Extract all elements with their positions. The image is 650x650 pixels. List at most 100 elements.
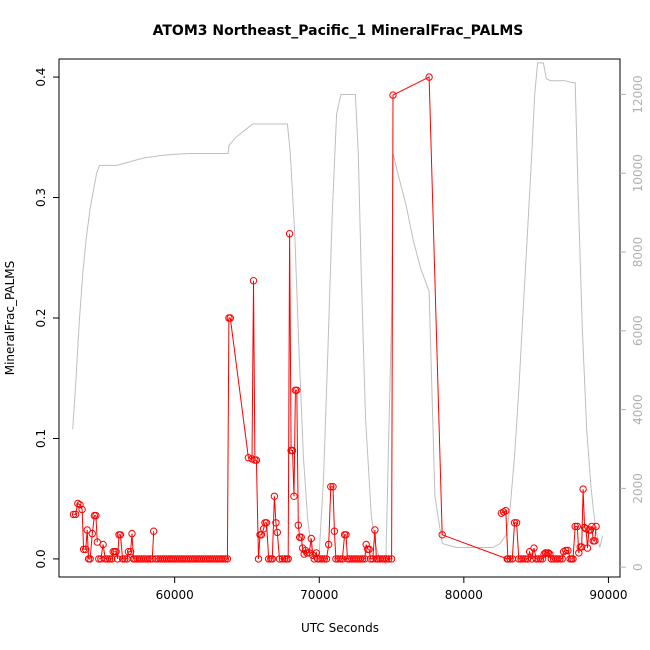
data-point	[586, 526, 595, 534]
y2-tick-label: 8000	[631, 237, 645, 268]
data-point	[126, 548, 135, 556]
data-point	[244, 454, 253, 462]
data-point	[123, 555, 131, 563]
data-point	[575, 549, 583, 557]
data-point	[591, 537, 599, 545]
data-point	[578, 543, 586, 551]
data-point	[538, 555, 547, 563]
data-point	[312, 549, 321, 557]
data-point	[112, 548, 120, 556]
data-point	[78, 505, 86, 514]
data-point	[361, 555, 369, 563]
y2-tick-label: 12000	[631, 75, 645, 113]
data-point	[69, 510, 78, 519]
data-point	[318, 555, 326, 563]
data-point	[512, 519, 521, 527]
data-point	[382, 555, 391, 563]
data-point	[105, 555, 114, 563]
data-point	[510, 519, 519, 527]
data-point	[358, 555, 367, 563]
data-point	[148, 555, 157, 563]
data-point	[573, 522, 581, 531]
x-axis-label: UTC Seconds	[301, 621, 379, 635]
data-point	[118, 555, 127, 563]
data-point	[293, 386, 301, 394]
data-point	[307, 534, 315, 543]
data-point	[546, 550, 554, 558]
data-point	[583, 544, 592, 552]
data-point	[369, 555, 377, 563]
data-point	[562, 546, 570, 555]
data-point	[290, 492, 298, 500]
data-point	[288, 446, 297, 455]
y-tick-label: 0.2	[34, 308, 48, 327]
data-point	[113, 555, 122, 563]
x-tick-label: 80000	[445, 588, 483, 602]
data-point	[554, 555, 562, 563]
data-point	[366, 555, 375, 563]
data-point	[83, 526, 91, 534]
data-point	[272, 519, 280, 527]
secondary-series-line-0	[72, 62, 604, 565]
y2-tick-label: 10000	[631, 154, 645, 192]
data-point	[564, 546, 572, 555]
data-point	[226, 314, 235, 322]
data-point	[124, 548, 133, 556]
data-point	[371, 526, 379, 534]
data-point	[592, 522, 600, 531]
y2-tick-label: 0	[631, 563, 645, 571]
data-point	[128, 529, 136, 538]
data-point	[334, 555, 342, 563]
data-point	[523, 555, 532, 563]
data-point	[103, 555, 112, 563]
secondary-series-group	[72, 62, 604, 565]
data-point	[278, 555, 287, 563]
data-point	[385, 555, 393, 563]
data-point	[305, 549, 313, 557]
data-point	[571, 522, 579, 531]
data-point	[579, 485, 587, 493]
data-point	[92, 511, 100, 520]
data-point	[338, 555, 347, 563]
data-point	[116, 531, 125, 539]
data-point	[387, 555, 396, 563]
x-tick-label: 90000	[589, 588, 627, 602]
data-point	[502, 507, 510, 515]
data-point	[221, 555, 230, 563]
chart-title: ATOM3 Northeast_Pacific_1 MineralFrac_PA…	[153, 23, 524, 39]
y-tick-label: 0.3	[34, 188, 48, 207]
data-point	[121, 555, 129, 563]
x-axis: 60000 70000 80000 90000	[156, 577, 628, 602]
y2-axis: 0 2000 4000 6000 8000 10000 12000	[620, 75, 645, 571]
y2-tick-label: 4000	[631, 394, 645, 425]
y2-tick-label: 2000	[631, 473, 645, 504]
data-point	[322, 555, 331, 563]
data-point	[336, 555, 344, 563]
data-point	[320, 555, 328, 563]
x-tick-label: 60000	[156, 588, 194, 602]
y-tick-label: 0.4	[34, 68, 48, 87]
y-tick-label: 0.0	[34, 549, 48, 568]
x-tick-label: 70000	[300, 588, 338, 602]
data-point	[88, 529, 97, 538]
data-point	[525, 548, 534, 556]
data-point	[534, 555, 542, 563]
data-point	[558, 555, 566, 563]
data-point	[569, 555, 577, 563]
data-point	[297, 533, 305, 541]
data-point	[325, 540, 333, 549]
y2-tick-label: 6000	[631, 316, 645, 347]
data-point	[519, 555, 527, 563]
data-point	[144, 555, 152, 563]
data-point	[268, 555, 276, 563]
data-point	[544, 549, 553, 557]
data-point	[86, 555, 94, 563]
data-point	[259, 525, 268, 533]
data-point	[71, 510, 80, 519]
y-axis-label: MineralFrac_PALMS	[3, 261, 17, 376]
data-point	[342, 531, 350, 539]
data-point	[425, 73, 433, 81]
data-point	[280, 555, 289, 563]
